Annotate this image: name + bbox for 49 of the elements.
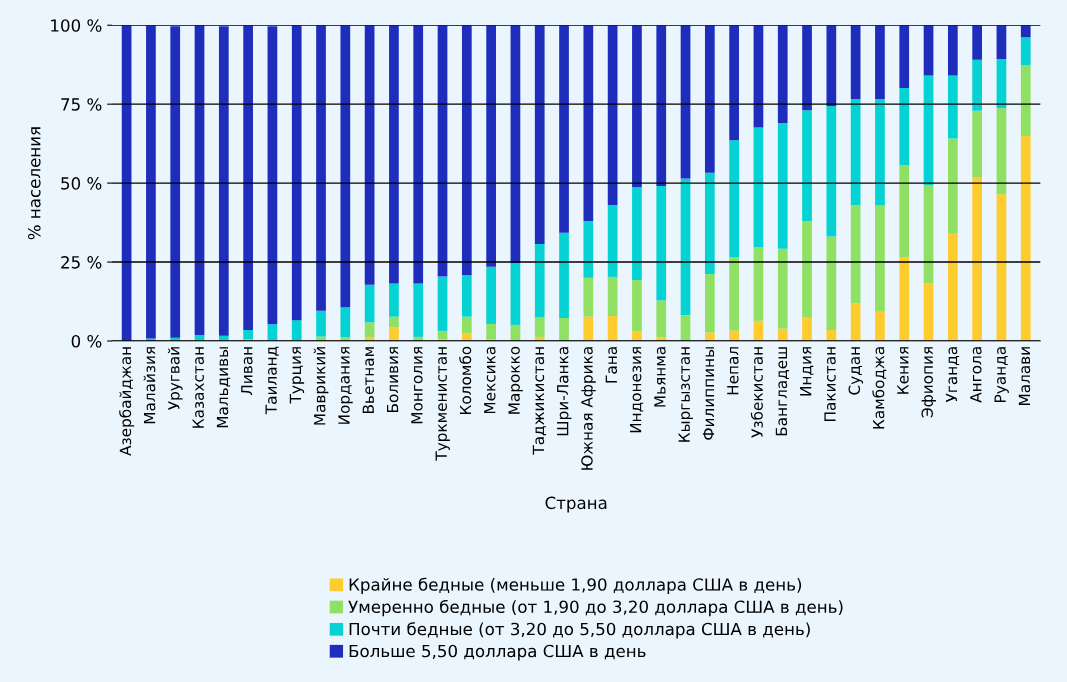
legend-label: Крайне бедные (меньше 1,90 доллара США в день) <box>349 577 802 595</box>
x-tick-label: Кыргызстан <box>678 347 693 442</box>
x-tick-label: Монголия <box>411 347 423 424</box>
x-tick-label: Судан <box>848 347 864 395</box>
x-tick-label: Мексика <box>484 347 496 414</box>
y-tick-label: 50 % <box>61 177 102 190</box>
x-tick-label: Непал <box>727 347 739 395</box>
x-tick-label: Малайзия <box>143 347 156 424</box>
x-tick-label: Маврикий <box>313 347 329 425</box>
x-tick-label: Таджикистан <box>532 347 547 455</box>
x-tick-label: Филиппины <box>702 347 715 440</box>
x-tick-label: Боливия <box>387 347 399 413</box>
x-tick-label: Эфиопия <box>921 347 936 418</box>
x-tick-label: Азербайджан <box>119 347 135 456</box>
x-tick-label: Руанда <box>994 347 1009 402</box>
legend-label: Умеренно бедные (от 1,90 до 3,20 доллара США в день) <box>348 599 843 617</box>
x-tick-label: Кения <box>897 347 909 394</box>
x-tick-label: Шри-Ланка <box>557 347 572 436</box>
x-tick-label: Индонезия <box>630 347 644 433</box>
x-tick-label: Индия <box>800 347 814 396</box>
y-tick-label: 0 % <box>71 334 102 348</box>
x-tick-label: Туркменистан <box>435 347 450 461</box>
x-tick-label: Ливан <box>241 347 253 396</box>
x-tick-label: Ангола <box>970 347 982 403</box>
x-tick-label: Камбоджа <box>872 347 887 429</box>
x-tick-label: Малави <box>1018 347 1031 405</box>
x-tick-label: Марокко <box>508 346 523 414</box>
x-tick-label: Вьетнам <box>362 347 375 414</box>
x-tick-label: Пакистан <box>824 347 836 422</box>
y-tick-label: 100 % <box>51 19 102 32</box>
x-tick-label: Бангладеш <box>775 347 790 436</box>
x-tick-label: Гана <box>605 347 618 383</box>
x-axis-title: Страна <box>545 496 607 513</box>
x-tick-label: Мальдивы <box>216 347 231 428</box>
x-tick-label: Уругвай <box>167 347 183 410</box>
x-tick-label: Казахстан <box>192 347 204 428</box>
x-tick-label: Уганда <box>945 347 960 403</box>
x-tick-label: Южная Африка <box>581 347 596 470</box>
legend-label: Больше 5,50 доллара США в день <box>349 644 646 661</box>
x-tick-label: Мьянма <box>654 347 666 407</box>
x-tick-label: Коломбо <box>459 346 472 414</box>
y-tick-label: 25 % <box>61 256 102 269</box>
y-axis-title: % населения <box>27 127 41 240</box>
legend-label: Почти бедные (от 3,20 до 5,50 доллара США в день) <box>349 622 810 639</box>
x-tick-label: Турция <box>289 347 305 404</box>
x-tick-label: Таиланд <box>265 346 279 415</box>
x-tick-label: Иордания <box>338 347 353 424</box>
x-tick-label: Узбекистан <box>750 347 763 438</box>
y-tick-label: 75 % <box>61 98 102 111</box>
